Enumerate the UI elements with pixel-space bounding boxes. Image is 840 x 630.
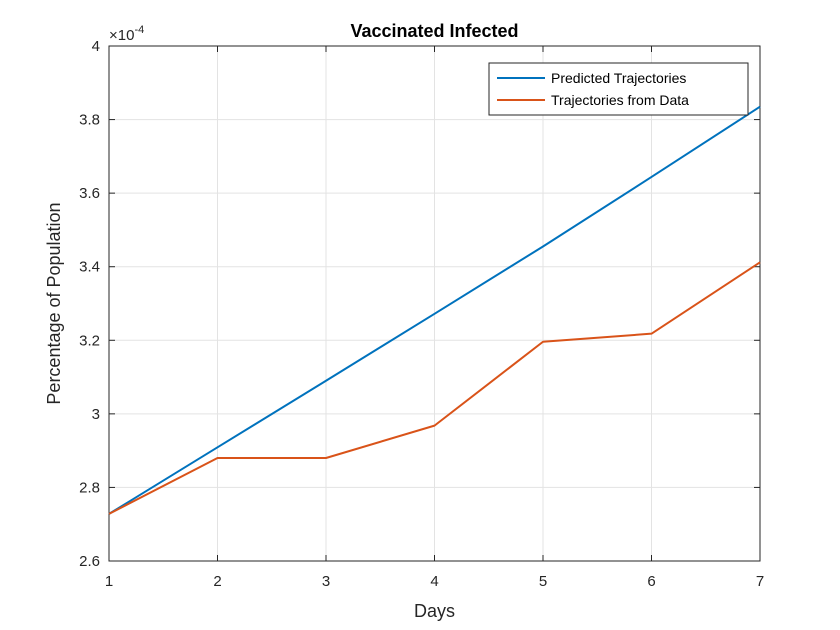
y-tick-label: 3.6 bbox=[79, 185, 100, 202]
series-layer bbox=[108, 105, 761, 515]
x-axis-label: Days bbox=[414, 601, 455, 621]
chart-title: Vaccinated Infected bbox=[350, 21, 518, 41]
y-tick-label: 2.8 bbox=[79, 479, 100, 496]
tick-layer: 1 2 3 4 5 6 7 2.6 2.8 3 3.2 3.4 3.6 3.8 4 bbox=[79, 38, 764, 590]
legend: Predicted Trajectories Trajectories from… bbox=[488, 62, 749, 116]
y-axis-exponent-label: ×10-4 bbox=[109, 24, 144, 44]
y-tick-label: 2.6 bbox=[79, 553, 100, 570]
y-tick-label: 3.4 bbox=[79, 259, 100, 276]
y-tick-label: 3.8 bbox=[79, 112, 100, 129]
legend-label-predicted: Predicted Trajectories bbox=[551, 70, 686, 86]
y-axis-exponent-base: ×10 bbox=[109, 27, 134, 44]
x-tick-label: 7 bbox=[756, 573, 764, 590]
y-axis-label: Percentage of Population bbox=[44, 202, 64, 404]
x-tick-label: 4 bbox=[430, 573, 438, 590]
x-tick-label: 2 bbox=[213, 573, 221, 590]
legend-box bbox=[488, 62, 749, 116]
legend-label-data: Trajectories from Data bbox=[551, 92, 689, 108]
y-tick-label: 3.2 bbox=[79, 332, 100, 349]
x-tick-label: 5 bbox=[539, 573, 547, 590]
x-tick-label: 1 bbox=[105, 573, 113, 590]
y-tick-label: 3 bbox=[92, 406, 100, 423]
y-tick-label: 4 bbox=[92, 38, 100, 55]
y-axis-exponent-power: -4 bbox=[134, 24, 144, 36]
x-tick-label: 6 bbox=[647, 573, 655, 590]
x-tick-label: 3 bbox=[322, 573, 330, 590]
